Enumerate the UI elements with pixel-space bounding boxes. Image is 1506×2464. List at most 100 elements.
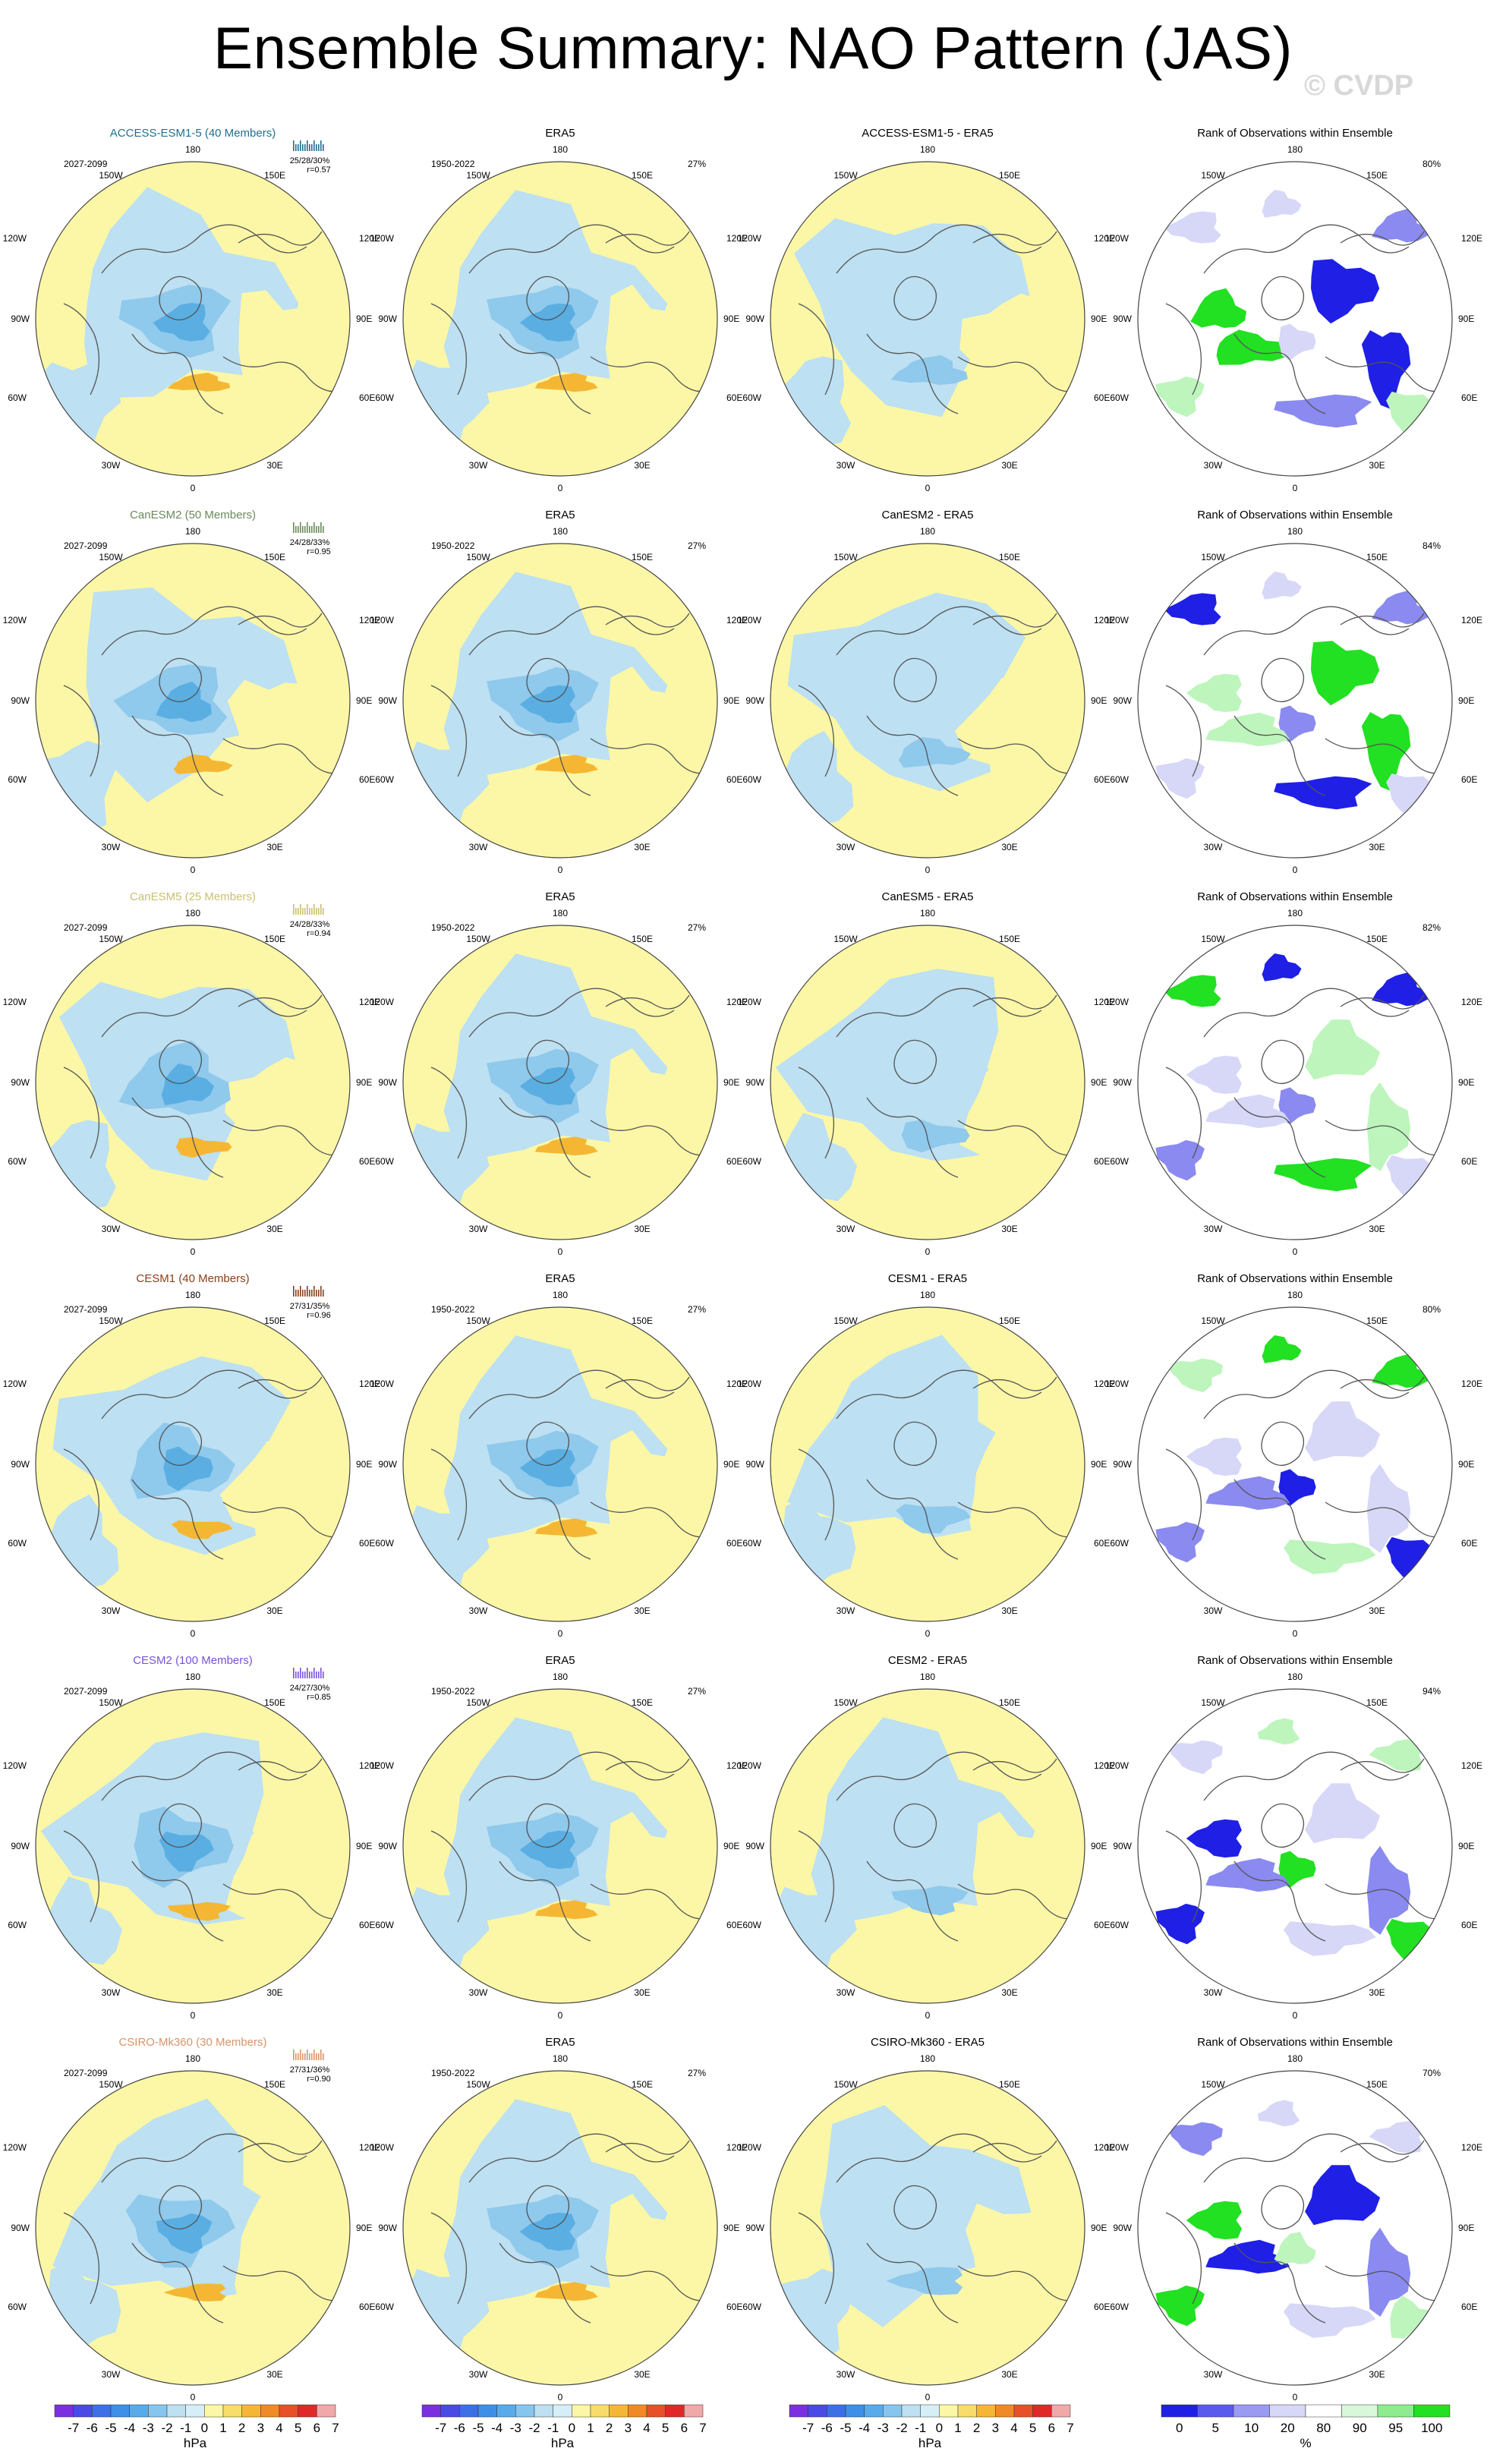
lon-label-120e: 120E bbox=[726, 615, 748, 625]
colorbar-swatch bbox=[976, 2404, 996, 2418]
ensemble-bar bbox=[323, 1672, 324, 1678]
positive-center bbox=[173, 755, 233, 774]
lon-label-60w: 60W bbox=[1110, 1538, 1129, 1549]
coastline bbox=[1165, 1067, 1202, 1159]
rank-blob bbox=[1167, 1358, 1223, 1393]
lon-label-150e: 150E bbox=[1366, 170, 1388, 181]
map-border bbox=[35, 2070, 351, 2386]
lon-label-30w: 30W bbox=[469, 460, 488, 471]
colorbar-tick: 3 bbox=[625, 2421, 632, 2435]
lon-label-90w: 90W bbox=[1113, 695, 1132, 706]
coastline bbox=[159, 657, 202, 702]
ensemble-bar bbox=[293, 2050, 295, 2060]
panel-title: ERA5 bbox=[545, 127, 575, 140]
lon-label-60e: 60E bbox=[1094, 1538, 1110, 1549]
ensemble-bar bbox=[320, 1668, 322, 1678]
map-field bbox=[403, 1689, 717, 2003]
lon-label-180: 180 bbox=[1287, 1290, 1303, 1300]
ensemble-bar bbox=[307, 1668, 308, 1678]
coastline bbox=[1340, 1758, 1425, 1773]
lon-label-30e: 30E bbox=[1001, 460, 1017, 471]
colorbar-tick: -5 bbox=[472, 2421, 484, 2435]
ensemble-bar bbox=[313, 904, 315, 915]
lon-label-30e: 30E bbox=[1001, 2369, 1017, 2380]
ensemble-bar bbox=[318, 526, 320, 533]
colorbar-swatch bbox=[92, 2404, 112, 2418]
ensemble-bar bbox=[311, 908, 313, 915]
rank-blob bbox=[1262, 1335, 1302, 1363]
ensemble-bar bbox=[313, 522, 315, 533]
panel-title: CSIRO-Mk360 - ERA5 bbox=[871, 2036, 985, 2049]
colorbar-tick: -1 bbox=[180, 2421, 191, 2435]
lon-label-0: 0 bbox=[1293, 1628, 1298, 1639]
ensemble-bar bbox=[320, 522, 322, 533]
colorbar-tick: 4 bbox=[1010, 2421, 1017, 2435]
colorbar-swatch bbox=[54, 2404, 74, 2418]
map-field bbox=[36, 1307, 350, 1621]
coastline bbox=[605, 994, 690, 1010]
lon-label-60w: 60W bbox=[8, 2302, 27, 2312]
map-border bbox=[35, 161, 351, 477]
lon-label-60e: 60E bbox=[359, 2302, 375, 2312]
lon-label-90e: 90E bbox=[723, 1077, 739, 1088]
lon-label-0: 0 bbox=[925, 483, 931, 493]
positive-region bbox=[219, 1435, 320, 1552]
panel-rank: Rank of Observations within Ensemble 80% 1… bbox=[1105, 127, 1482, 493]
colorbar-tick: 5 bbox=[295, 2421, 301, 2435]
colorbar-swatch bbox=[279, 2404, 298, 2418]
coastline bbox=[1203, 224, 1410, 274]
coastline bbox=[1261, 1803, 1304, 1848]
coastline bbox=[222, 1883, 342, 1920]
colorbar-tick: -7 bbox=[68, 2421, 79, 2435]
coastline bbox=[1325, 2265, 1444, 2302]
ensemble-bar bbox=[293, 1668, 295, 1678]
negative-region bbox=[36, 740, 119, 833]
lon-label-30e: 30E bbox=[266, 460, 282, 471]
lon-label-180: 180 bbox=[553, 1290, 568, 1300]
lon-label-180: 180 bbox=[920, 526, 935, 537]
lon-label-180: 180 bbox=[920, 2053, 935, 2064]
colorbar-tick: 5 bbox=[662, 2421, 669, 2435]
lon-label-120w: 120W bbox=[1105, 1760, 1130, 1771]
coastline bbox=[238, 994, 323, 1010]
ensemble-bar bbox=[307, 140, 308, 151]
rank-blob bbox=[1361, 330, 1411, 410]
rank-blob bbox=[1167, 2122, 1223, 2157]
ensemble-bar bbox=[309, 1672, 310, 1678]
map-border bbox=[402, 2070, 718, 2386]
coastline bbox=[1233, 2242, 1326, 2324]
ensemble-bar bbox=[298, 2053, 299, 2060]
coastline bbox=[1233, 715, 1326, 796]
lon-label-120w: 120W bbox=[738, 2142, 762, 2153]
coastline bbox=[526, 2185, 569, 2229]
lon-label-90e: 90E bbox=[356, 695, 372, 706]
panel-rank: Rank of Observations within Ensemble 70% 1… bbox=[1105, 2036, 1482, 2403]
rank-blob bbox=[1386, 773, 1435, 814]
panel-title: ACCESS-ESM1-5 - ERA5 bbox=[862, 127, 993, 140]
ensemble-bar bbox=[304, 144, 306, 151]
lon-label-120w: 120W bbox=[370, 233, 395, 244]
coastline bbox=[836, 606, 1042, 656]
colorbar-swatch bbox=[553, 2404, 572, 2418]
map-border bbox=[402, 925, 718, 1240]
positive-center bbox=[167, 1902, 231, 1921]
lon-label-120w: 120W bbox=[370, 1379, 395, 1389]
colorbar-swatch bbox=[957, 2404, 977, 2418]
lon-label-0: 0 bbox=[1293, 483, 1298, 493]
panel-title: CanESM5 - ERA5 bbox=[882, 890, 974, 903]
positive-center bbox=[534, 1518, 598, 1538]
lon-label-30w: 30W bbox=[1204, 1605, 1223, 1616]
coastline bbox=[1203, 1751, 1410, 1801]
ensemble-bar bbox=[316, 1672, 317, 1678]
lon-label-0: 0 bbox=[191, 2010, 196, 2021]
colorbar-swatch bbox=[241, 2404, 261, 2418]
colorbar-tick: 100 bbox=[1421, 2421, 1442, 2435]
map-border bbox=[1137, 543, 1453, 859]
colorbar-tick: 0 bbox=[1176, 2421, 1183, 2435]
lon-label-90e: 90E bbox=[1091, 695, 1107, 706]
ensemble-bar bbox=[295, 1290, 297, 1297]
colorbar-swatch bbox=[185, 2404, 205, 2418]
lon-label-120w: 120W bbox=[3, 1379, 27, 1389]
coastline bbox=[866, 333, 959, 414]
coastline bbox=[590, 1501, 709, 1538]
